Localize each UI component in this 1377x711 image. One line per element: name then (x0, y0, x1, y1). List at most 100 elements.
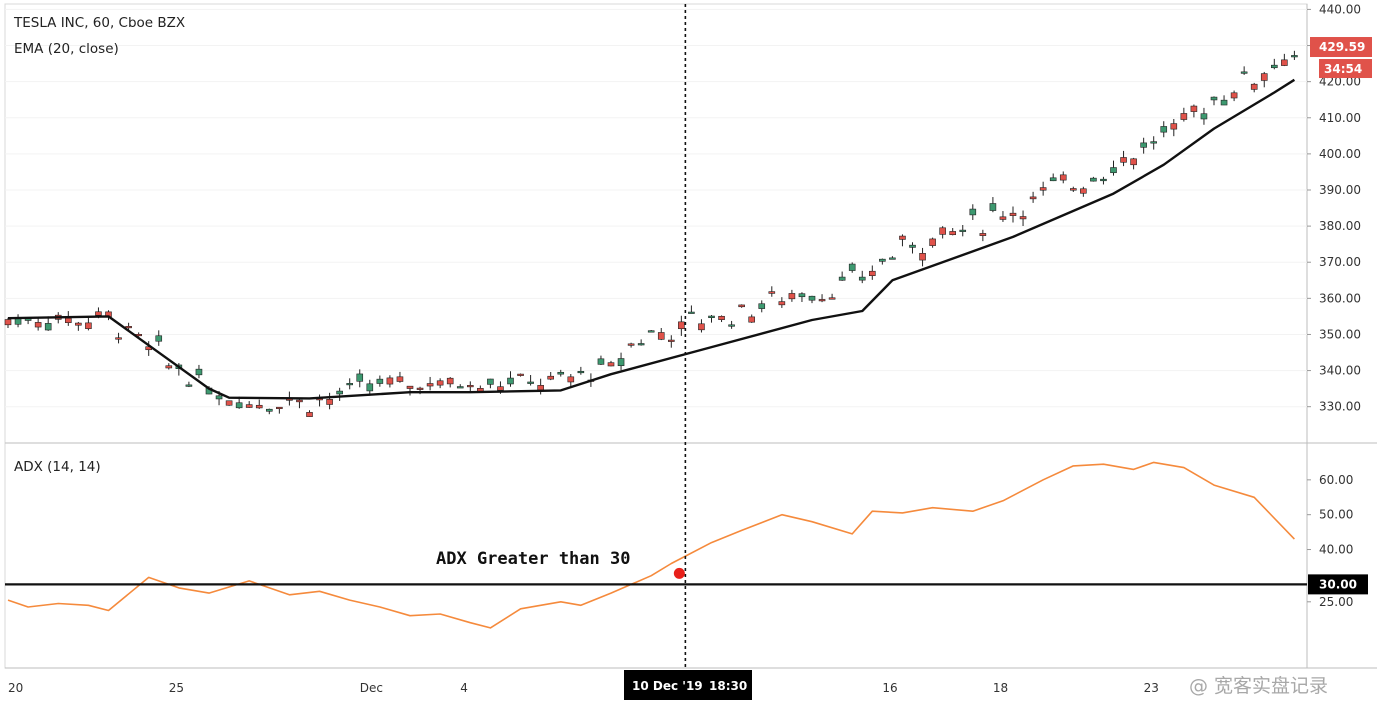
candle-body (557, 371, 565, 375)
candle-body (949, 231, 957, 236)
candle-body (276, 406, 283, 410)
candle-body (1260, 73, 1268, 81)
last-price-label: 429.59 (1319, 40, 1365, 54)
candle-body (245, 404, 253, 408)
candle-body (798, 293, 806, 298)
candle-body (396, 376, 404, 382)
candle-body (215, 395, 223, 400)
candle-body (728, 324, 735, 327)
time-tick-label: 20 (8, 681, 23, 695)
candle-body (879, 258, 886, 262)
candle-body (1090, 177, 1097, 182)
threshold-tag (1308, 574, 1368, 595)
adx-cross-marker (673, 567, 685, 579)
adx-tick-label: 50.00 (1319, 508, 1353, 522)
candle-body (969, 208, 977, 216)
candle-body (929, 238, 936, 246)
candle-body (296, 399, 303, 403)
candle-body (235, 402, 243, 409)
candle-body (386, 377, 394, 385)
time-tick-label: 23 (1144, 681, 1159, 695)
candle-body (1100, 178, 1107, 182)
candle-body (899, 235, 906, 240)
candle-body (1150, 141, 1157, 144)
time-tick-label: 25 (169, 681, 184, 695)
time-tick-label: 16 (882, 681, 897, 695)
candle-body (1130, 158, 1137, 166)
crosshair-date-tag (624, 670, 752, 700)
price-tick-label: 340.00 (1319, 364, 1361, 378)
price-tick-label: 410.00 (1319, 111, 1361, 125)
time-tick-label: Dec (360, 681, 383, 695)
candle-body (1230, 92, 1238, 99)
candle-body (517, 373, 524, 376)
adx-tick-label: 40.00 (1319, 543, 1353, 557)
candle-body (195, 368, 203, 376)
candle-body (1140, 142, 1147, 148)
candle-body (346, 383, 354, 386)
candle-body (446, 377, 454, 385)
candle-body (1019, 216, 1027, 220)
candle-body (4, 319, 12, 326)
candle-body (456, 386, 464, 389)
candle-body (858, 276, 866, 281)
candle-body (999, 216, 1007, 220)
candle-body (1220, 99, 1228, 106)
candle-body (265, 408, 273, 412)
candle-body (356, 373, 364, 382)
candle-body (1070, 188, 1077, 191)
adx-legend: ADX (14, 14) (14, 459, 101, 475)
candle-body (768, 291, 776, 294)
candle-body (65, 317, 72, 323)
candle-body (1170, 123, 1178, 130)
candle-body (758, 303, 766, 309)
candle-body (939, 227, 946, 235)
candle-body (185, 384, 193, 387)
candle-body (1029, 196, 1037, 200)
price-tick-label: 380.00 (1319, 219, 1361, 233)
candle-body (547, 375, 555, 380)
candle-body (416, 387, 424, 390)
crosshair-time-label: 18:30 (709, 679, 747, 693)
candle-body (889, 257, 896, 260)
candle-body (75, 322, 82, 326)
candle-body (1110, 167, 1117, 174)
candle-body (95, 311, 102, 316)
candle-body (1160, 126, 1168, 133)
countdown-tag (1319, 59, 1372, 79)
time-tick-label: 18 (993, 681, 1008, 695)
candle-body (306, 412, 313, 417)
candle-body (1271, 64, 1278, 69)
candle-body (125, 326, 132, 329)
candle-body (657, 332, 665, 340)
candle-body (919, 253, 926, 261)
adx-annotation: ADX Greater than 30 (436, 549, 630, 569)
candle-body (85, 322, 92, 329)
candle-body (698, 323, 705, 331)
last-price-tag (1310, 37, 1372, 58)
adx-tick-label: 25.00 (1319, 595, 1353, 609)
threshold-tag-label: 30.00 (1319, 577, 1357, 591)
candle-body (808, 295, 816, 301)
candle-body (738, 304, 745, 308)
crosshair-date-label: 10 Dec '19 (632, 679, 703, 693)
candle-body (1291, 55, 1298, 58)
candle-body (406, 385, 414, 389)
candle-body (708, 315, 715, 319)
candle-body (979, 233, 987, 236)
candle-body (627, 343, 635, 346)
candle-body (537, 385, 544, 391)
price-tick-label: 330.00 (1319, 400, 1361, 414)
candle-body (597, 358, 605, 365)
price-tick-label: 420.00 (1319, 75, 1361, 89)
adx-tick-label: 60.00 (1319, 473, 1353, 487)
candle-body (115, 337, 122, 340)
candle-body (436, 380, 444, 386)
candle-body (617, 358, 625, 367)
price-tick-label: 360.00 (1319, 291, 1361, 305)
candle-body (326, 399, 333, 405)
price-tick-label: 390.00 (1319, 183, 1361, 197)
candle-body (567, 376, 575, 383)
candle-body (255, 404, 263, 409)
